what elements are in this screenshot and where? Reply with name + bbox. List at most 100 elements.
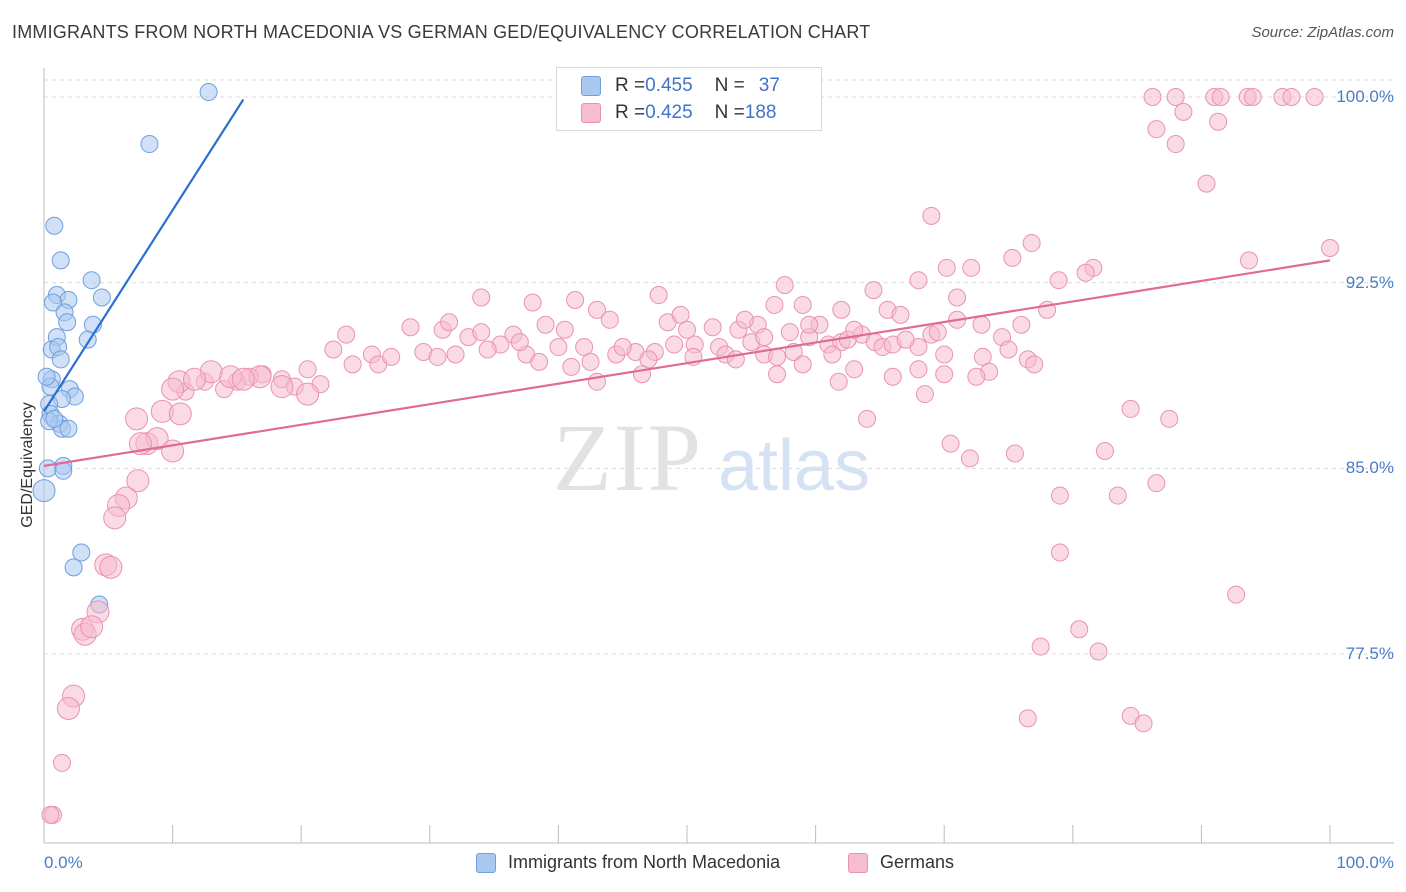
german-point: [562, 357, 581, 376]
german-point: [324, 340, 343, 359]
watermark-zip: ZIP: [553, 404, 703, 511]
series-north-macedonia: [32, 83, 218, 614]
german-point: [755, 328, 774, 347]
german-point: [935, 345, 954, 364]
german-point: [523, 293, 542, 312]
german-point: [928, 323, 947, 342]
german-point: [915, 385, 934, 404]
north-macedonia-point: [38, 459, 57, 478]
north-macedonia-point: [82, 271, 101, 290]
german-point: [1321, 239, 1339, 258]
german-point: [1003, 248, 1022, 267]
german-point: [1076, 263, 1095, 282]
german-point: [678, 320, 696, 339]
german-point: [823, 345, 842, 364]
source-credit: Source: ZipAtlas.com: [1251, 24, 1394, 41]
german-point: [1108, 486, 1127, 505]
legend-swatch-pink: [581, 103, 601, 123]
legend-swatch-pink: [848, 852, 868, 873]
german-point: [1095, 442, 1114, 461]
german-point: [962, 258, 981, 277]
legend-swatch-blue: [581, 76, 601, 96]
legend-n-label: N =: [714, 102, 745, 123]
german-point: [896, 330, 915, 349]
german-point: [613, 338, 632, 357]
german-point: [270, 375, 294, 399]
german-point: [1022, 234, 1041, 253]
german-point: [960, 449, 979, 468]
german-point: [800, 315, 819, 334]
legend-item-germans[interactable]: Germans: [848, 852, 954, 873]
german-point: [600, 310, 619, 329]
north-macedonia-trend-line: [43, 98, 245, 412]
german-point: [793, 355, 812, 374]
german-point: [566, 290, 585, 309]
german-point: [53, 753, 72, 772]
y-tick-label: 100.0%: [1336, 87, 1394, 106]
german-point: [864, 281, 883, 300]
german-point: [1031, 637, 1050, 656]
north-macedonia-point: [199, 83, 218, 102]
legend-r-label: R =: [615, 75, 646, 96]
german-point: [973, 347, 992, 366]
legend-n-value: 37: [758, 75, 780, 96]
german-point: [649, 286, 668, 305]
german-point: [1147, 120, 1166, 139]
german-point: [935, 365, 954, 384]
german-point: [337, 325, 356, 344]
german-point: [126, 469, 150, 493]
german-point: [575, 338, 594, 357]
legend-item-north-macedonia[interactable]: Immigrants from North Macedonia: [476, 852, 780, 873]
german-point: [472, 288, 491, 307]
german-point: [182, 367, 206, 391]
german-point: [639, 350, 658, 369]
german-point: [999, 340, 1018, 359]
german-point: [1134, 714, 1153, 733]
north-macedonia-point: [58, 313, 77, 332]
german-point: [780, 323, 799, 342]
german-point: [765, 295, 784, 314]
german-point: [1121, 399, 1140, 418]
german-point: [1025, 355, 1044, 374]
correlation-legend: R = 0.455 N = 37 R = 0.425 N = 188: [556, 67, 822, 131]
german-point: [972, 315, 991, 334]
legend-r-value: 0.425: [645, 102, 693, 123]
german-point: [858, 409, 877, 428]
german-point: [401, 318, 420, 337]
german-point: [703, 318, 722, 337]
german-point: [1147, 474, 1166, 493]
german-point: [530, 352, 549, 371]
legend-row-north-macedonia: R = 0.455 N = 37: [581, 74, 780, 98]
german-point: [382, 347, 401, 366]
y-tick-label: 77.5%: [1345, 644, 1394, 663]
german-point: [296, 382, 320, 406]
north-macedonia-point: [37, 367, 56, 386]
legend-row-germans: R = 0.425 N = 188: [581, 101, 776, 125]
german-point: [1143, 88, 1162, 106]
german-point: [1166, 135, 1185, 154]
german-point: [1050, 486, 1069, 505]
north-macedonia-point: [44, 293, 63, 312]
german-point: [1089, 642, 1108, 661]
german-point: [1005, 444, 1024, 463]
german-point: [941, 434, 960, 453]
north-macedonia-point: [51, 251, 70, 270]
german-point: [1049, 271, 1068, 290]
german-point: [1197, 174, 1216, 193]
series-germans: [41, 88, 1339, 824]
german-point: [1012, 315, 1031, 334]
german-point: [775, 276, 794, 295]
german-point: [472, 323, 491, 342]
german-point: [1174, 102, 1193, 121]
legend-n-label: N =: [714, 75, 745, 96]
north-macedonia-point: [32, 479, 56, 503]
german-point: [967, 367, 986, 386]
german-point: [883, 367, 902, 386]
legend-label: Germans: [880, 852, 955, 872]
north-macedonia-point: [92, 288, 111, 307]
german-point: [948, 288, 967, 307]
y-tick-label: 85.0%: [1345, 458, 1394, 478]
german-point: [922, 206, 941, 225]
german-point: [56, 696, 80, 720]
